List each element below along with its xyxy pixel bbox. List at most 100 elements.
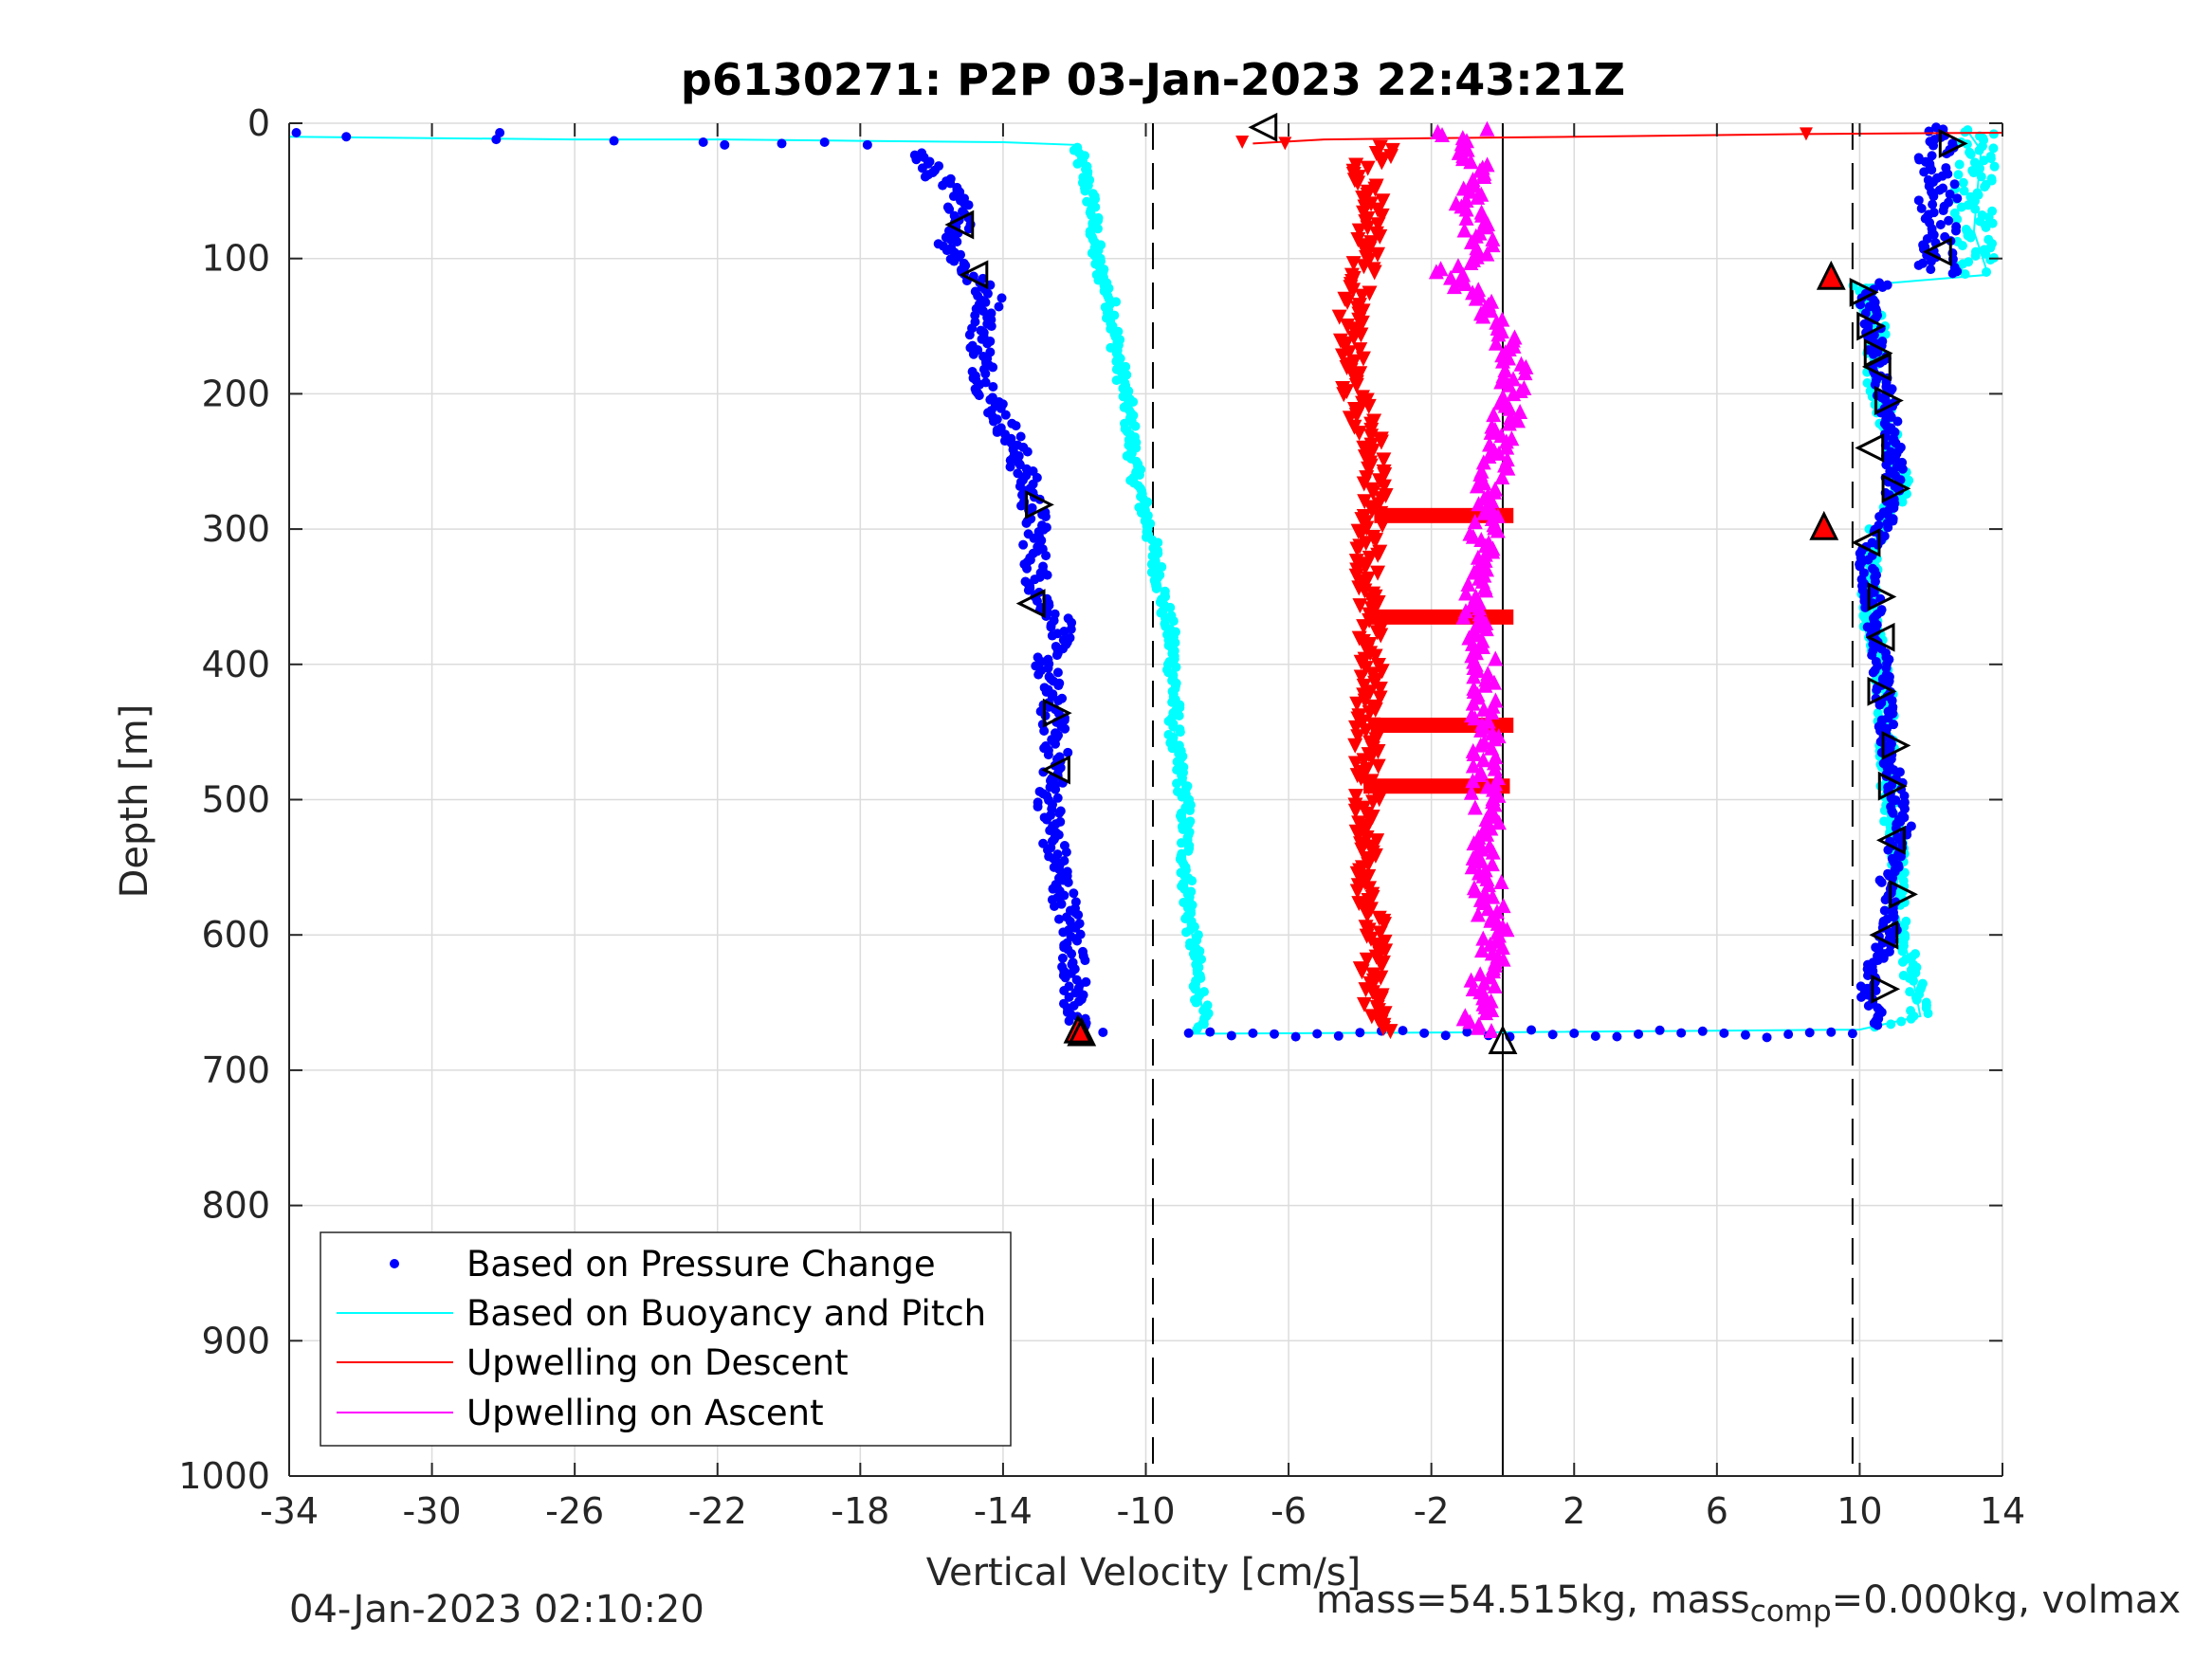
descent-point [1350, 729, 1366, 745]
buoyancy-point [1952, 214, 1963, 225]
descent-point [1372, 228, 1388, 245]
pressure-point [1057, 953, 1068, 963]
buoyancy-point [1985, 255, 1996, 265]
pressure-point [1927, 165, 1937, 175]
buoyancy-point [1092, 224, 1103, 234]
descent-point [1377, 1006, 1393, 1022]
buoyancy-point [1958, 177, 1968, 188]
pressure-point [1355, 1028, 1365, 1038]
pressure-point [1073, 910, 1084, 921]
pressure-point [1873, 1020, 1883, 1030]
annotation-left-triangle [1865, 622, 1895, 652]
pressure-point [1868, 349, 1878, 359]
pressure-point [986, 321, 996, 332]
buoyancy-point [1954, 159, 1965, 170]
descent-point [1374, 208, 1390, 224]
annotation-right-triangle [1889, 879, 1918, 909]
pressure-point [982, 288, 993, 299]
descent-point [1375, 193, 1391, 210]
pressure-point [1058, 927, 1069, 938]
footer-mass-text: mass=54.515kg, mass [1316, 1578, 1750, 1622]
pressure-point [1654, 1025, 1665, 1035]
ascent-point [1501, 415, 1517, 431]
pressure-point [1892, 416, 1903, 427]
x-tick-label: -10 [1116, 1490, 1175, 1532]
pressure-point [720, 139, 730, 150]
descent-point [1370, 565, 1386, 581]
buoyancy-point [1151, 583, 1161, 593]
pressure-point [862, 139, 872, 150]
pressure-point [996, 403, 1006, 413]
pressure-point [1872, 684, 1882, 695]
ascent-point [1490, 522, 1506, 538]
annotation-right-triangle [1938, 128, 1968, 158]
ascent-point [1494, 353, 1510, 369]
ascent-point [1470, 1019, 1486, 1035]
pressure-point [952, 237, 962, 247]
annotation-right-triangle [1863, 338, 1893, 369]
pressure-point [609, 136, 619, 146]
buoyancy-point [1181, 927, 1192, 938]
descent-point [1366, 264, 1382, 281]
ascent-point [1479, 826, 1495, 842]
x-tick-label: -14 [974, 1490, 1033, 1532]
pressure-point [1952, 193, 1963, 204]
ascent-point [1456, 222, 1472, 238]
ascent-point [1466, 835, 1482, 851]
ascent-point [1478, 671, 1494, 687]
pressure-point [1870, 379, 1880, 390]
ascent-point [1475, 308, 1491, 324]
pressure-point [1719, 1028, 1729, 1038]
buoyancy-point [1174, 711, 1184, 721]
legend-label-ascent: Upwelling on Ascent [466, 1393, 824, 1433]
buoyancy-point [1905, 987, 1915, 997]
pressure-point [1526, 1025, 1537, 1035]
y-tick-label: 600 [201, 914, 270, 956]
ascent-point [1488, 335, 1504, 351]
pressure-point [1333, 1030, 1344, 1041]
pressure-point [1050, 901, 1060, 911]
x-tick-label: -6 [1271, 1490, 1307, 1532]
pressure-point [1060, 973, 1070, 983]
pressure-point [1929, 191, 1939, 202]
buoyancy-point [1906, 1013, 1916, 1024]
ascent-point [1463, 154, 1479, 170]
pressure-point [1877, 282, 1888, 292]
descent-point [1353, 526, 1369, 542]
pressure-point [1011, 421, 1021, 431]
descent-point [1356, 476, 1372, 492]
pressure-point [1248, 1028, 1258, 1038]
descent-point [1382, 1024, 1398, 1040]
buoyancy-point [1923, 1008, 1933, 1018]
ascent-point [1446, 279, 1462, 295]
descent-point [1349, 696, 1365, 712]
pressure-point [491, 135, 502, 145]
buoyancy-point [1171, 662, 1181, 672]
pressure-point [944, 204, 955, 214]
buoyancy-point [1172, 778, 1182, 789]
ascent-point [1486, 674, 1502, 690]
buoyancy-point [1168, 616, 1179, 627]
descent-point [1354, 288, 1370, 304]
pressure-point [1063, 877, 1073, 887]
pressure-point [1056, 899, 1067, 909]
annotation-up-triangle [1488, 1025, 1518, 1055]
pressure-point [1883, 522, 1893, 533]
pressure-point [1059, 985, 1069, 995]
ascent-point [1457, 275, 1473, 291]
ascent-point [1487, 977, 1503, 994]
pressure-point [1462, 1027, 1472, 1037]
descent-point [1349, 884, 1365, 900]
pressure-point [1945, 189, 1955, 199]
descent-point [1368, 145, 1384, 161]
annotation-right-triangle [1867, 582, 1897, 611]
annotation-left-triangle [1869, 920, 1899, 950]
descent-point [1356, 619, 1372, 635]
pressure-point [1888, 808, 1898, 818]
ascent-point [1518, 358, 1534, 374]
pressure-point [1051, 738, 1061, 749]
pressure-point [291, 127, 302, 137]
ascent-point [1475, 752, 1491, 768]
pressure-point [1697, 1026, 1708, 1036]
y-axis-label: Depth [m] [113, 704, 156, 899]
